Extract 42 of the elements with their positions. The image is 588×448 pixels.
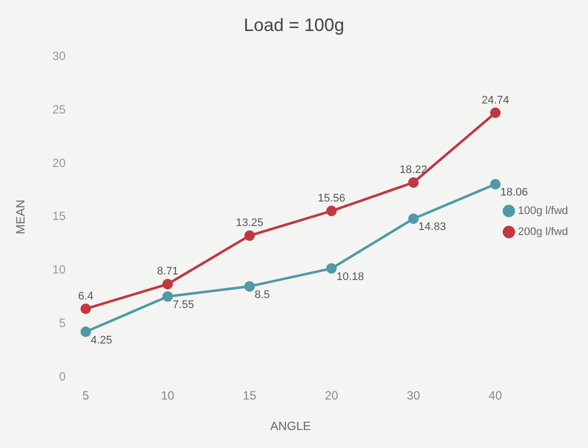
data-label: 6.4 [78, 290, 94, 302]
point [326, 263, 337, 274]
legend-label: 100g l/fwd [518, 205, 568, 218]
point [408, 177, 419, 188]
data-label: 10.18 [336, 270, 364, 283]
y-tick-label: 20 [52, 156, 66, 170]
point [80, 304, 91, 314]
point [490, 178, 501, 190]
chart-title: Load = 100g [244, 14, 344, 35]
point [162, 278, 173, 290]
x-tick-label: 40 [488, 388, 502, 403]
data-label: 13.25 [236, 217, 264, 230]
point [162, 291, 173, 302]
x-tick-label: 30 [406, 388, 420, 403]
x-tick-label: 10 [160, 388, 175, 403]
y-tick-label: 0 [59, 370, 66, 384]
data-label: 14.83 [418, 221, 446, 234]
x-tick-label: 20 [324, 388, 339, 403]
data-label: 8.5 [254, 288, 270, 301]
data-label: 8.71 [156, 266, 178, 278]
point [244, 281, 255, 292]
y-tick-label: 5 [59, 316, 66, 330]
y-tick-label: 10 [52, 262, 66, 277]
point [80, 326, 91, 338]
point [326, 206, 337, 216]
data-label: 15.56 [318, 192, 346, 204]
legend-label: 200g l/fwd [518, 226, 568, 238]
x-axis-title: ANGLE [270, 419, 311, 434]
point [490, 108, 501, 118]
x-tick-label: 15 [242, 388, 257, 403]
data-label: 7.55 [172, 299, 194, 312]
y-tick-label: 25 [52, 102, 66, 116]
data-label: 18.06 [500, 186, 528, 199]
point [408, 213, 419, 224]
data-label: 24.74 [482, 94, 510, 106]
y-axis-title: MEAN [14, 200, 28, 234]
y-tick-label: 30 [52, 48, 66, 63]
data-label: 4.25 [90, 334, 112, 346]
point [244, 230, 255, 241]
y-tick-label: 15 [52, 209, 66, 224]
x-tick-label: 5 [82, 388, 90, 403]
data-label: 18.22 [400, 164, 428, 176]
